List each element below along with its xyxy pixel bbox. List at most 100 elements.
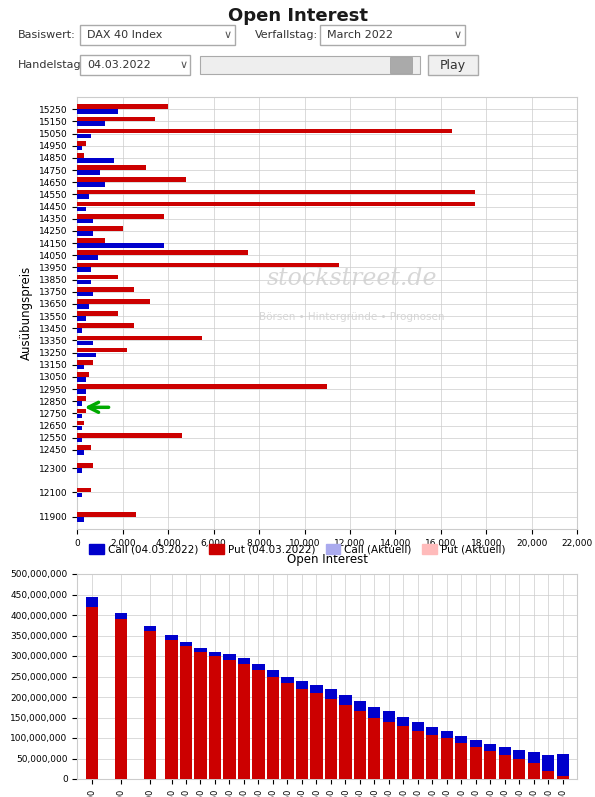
Bar bbox=[77, 517, 84, 521]
Bar bbox=[441, 738, 453, 779]
Bar bbox=[80, 25, 235, 45]
X-axis label: Open Interest: Open Interest bbox=[287, 553, 368, 567]
Bar bbox=[77, 340, 93, 345]
Bar bbox=[200, 56, 420, 74]
Bar bbox=[542, 756, 555, 771]
Bar bbox=[180, 642, 192, 646]
Bar bbox=[310, 693, 322, 779]
Text: March 2022: March 2022 bbox=[327, 30, 393, 40]
Bar bbox=[77, 299, 150, 304]
Bar bbox=[513, 750, 525, 759]
Legend: Call (04.03.2022), Put (04.03.2022), Call (Aktuell), Put (Aktuell): Call (04.03.2022), Put (04.03.2022), Cal… bbox=[85, 540, 510, 559]
Bar bbox=[77, 116, 155, 121]
Bar bbox=[397, 726, 409, 779]
Bar bbox=[499, 756, 511, 779]
Bar bbox=[412, 721, 424, 731]
Bar bbox=[77, 426, 82, 430]
Bar bbox=[412, 731, 424, 779]
Bar bbox=[455, 743, 468, 779]
Bar bbox=[77, 109, 118, 114]
Bar bbox=[77, 347, 127, 352]
Bar bbox=[115, 613, 127, 619]
Bar bbox=[353, 701, 366, 712]
Bar bbox=[339, 705, 352, 779]
Bar bbox=[77, 438, 82, 442]
Bar bbox=[281, 677, 293, 683]
Bar bbox=[368, 707, 380, 717]
Bar bbox=[77, 287, 134, 292]
Bar bbox=[296, 681, 308, 689]
Bar bbox=[267, 670, 279, 677]
Text: DAX 40 Index: DAX 40 Index bbox=[87, 30, 162, 40]
Bar bbox=[267, 677, 279, 779]
Bar bbox=[77, 206, 86, 211]
Bar bbox=[238, 658, 250, 664]
Y-axis label: Ausübungspreis: Ausübungspreis bbox=[20, 266, 33, 360]
Bar bbox=[77, 360, 93, 364]
Bar bbox=[180, 646, 192, 779]
Bar bbox=[77, 446, 91, 450]
Bar bbox=[77, 158, 114, 163]
Bar bbox=[77, 268, 91, 272]
Bar bbox=[383, 721, 395, 779]
Bar bbox=[484, 751, 496, 779]
Bar bbox=[484, 744, 496, 751]
Bar bbox=[455, 736, 468, 743]
Bar bbox=[77, 194, 89, 199]
Bar bbox=[77, 178, 186, 182]
Bar bbox=[325, 699, 337, 779]
Bar bbox=[77, 226, 123, 231]
Bar bbox=[77, 414, 82, 418]
Bar bbox=[86, 607, 98, 779]
Bar bbox=[77, 202, 475, 206]
Bar bbox=[77, 463, 93, 468]
Bar bbox=[77, 263, 339, 267]
Bar bbox=[223, 654, 236, 660]
Bar bbox=[77, 134, 91, 138]
Bar bbox=[390, 57, 412, 73]
Bar bbox=[77, 304, 89, 308]
Bar bbox=[77, 512, 136, 516]
Bar bbox=[195, 652, 206, 779]
Bar bbox=[77, 365, 84, 370]
Bar bbox=[77, 255, 98, 260]
Bar bbox=[556, 775, 569, 779]
Bar bbox=[499, 747, 511, 756]
Bar bbox=[77, 493, 82, 497]
Bar bbox=[77, 433, 182, 438]
Bar bbox=[542, 771, 555, 779]
Bar bbox=[77, 396, 86, 401]
Bar bbox=[556, 755, 569, 775]
Bar bbox=[310, 685, 322, 693]
Text: stockstreet.de: stockstreet.de bbox=[267, 267, 437, 290]
Bar bbox=[426, 727, 439, 735]
Bar bbox=[252, 670, 265, 779]
Bar bbox=[77, 214, 164, 218]
Bar bbox=[296, 689, 308, 779]
Bar bbox=[441, 731, 453, 738]
Bar bbox=[77, 243, 164, 248]
Bar bbox=[77, 275, 118, 280]
Bar bbox=[469, 740, 482, 747]
Bar bbox=[428, 55, 478, 75]
Bar bbox=[368, 717, 380, 779]
Bar bbox=[77, 421, 84, 426]
Bar bbox=[77, 231, 93, 236]
Bar bbox=[77, 141, 86, 146]
Text: Open Interest: Open Interest bbox=[227, 7, 368, 25]
Bar bbox=[238, 664, 250, 779]
Bar bbox=[528, 764, 540, 779]
Bar bbox=[77, 377, 86, 382]
Bar bbox=[77, 352, 96, 357]
Bar bbox=[77, 409, 86, 414]
Bar bbox=[143, 626, 156, 631]
Bar bbox=[77, 165, 146, 170]
Bar bbox=[77, 328, 82, 333]
Bar bbox=[77, 170, 100, 175]
Bar bbox=[223, 660, 236, 779]
Bar bbox=[77, 292, 93, 296]
Bar bbox=[86, 596, 98, 607]
Bar bbox=[77, 183, 105, 187]
Text: Handelstag:: Handelstag: bbox=[18, 60, 85, 70]
Bar bbox=[339, 695, 352, 705]
